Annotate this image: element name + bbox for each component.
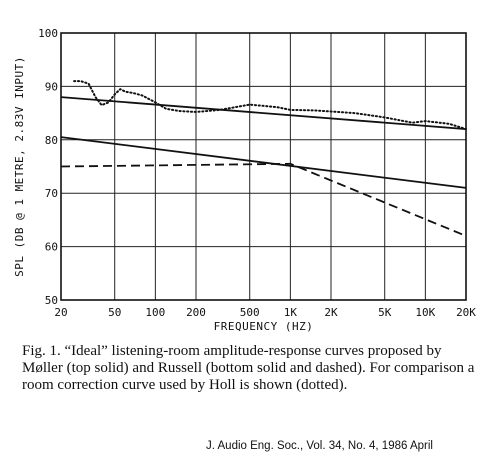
figure-caption: Fig. 1. “Ideal” listening-room amplitude… (22, 343, 475, 393)
x-tick-label: 200 (186, 306, 206, 319)
source-citation: J. Audio Eng. Soc., Vol. 34, No. 4, 1986… (206, 440, 433, 452)
dashed-curve-2 (60, 162, 467, 237)
x-tick-labels: 20 50 100 200 500 1K 2K 5K 10K 20K (54, 306, 476, 319)
y-tick-label: 70 (45, 187, 58, 200)
x-tick-label: 50 (108, 306, 121, 319)
y-tick-label: 60 (45, 241, 58, 254)
y-tick-label: 80 (45, 134, 58, 147)
x-tick-label: 10K (415, 306, 435, 319)
x-axis-label: FREQUENCY (HZ) (214, 320, 314, 333)
y-tick-label: 90 (45, 80, 58, 93)
x-tick-label: 100 (145, 306, 165, 319)
x-tick-label: 500 (240, 306, 260, 319)
x-tick-label: 20K (456, 306, 476, 319)
dotted-curve-3 (73, 80, 467, 131)
y-axis-label: SPL (DB @ 1 METRE, 2.83V INPUT) (13, 56, 26, 277)
solid-curve-1 (60, 136, 467, 189)
solid-curve-0 (60, 96, 467, 130)
series-group (60, 80, 467, 237)
x-tick-label: 1K (284, 306, 298, 319)
x-tick-label: 5K (378, 306, 392, 319)
y-tick-labels: 50 60 70 80 90 100 (38, 27, 58, 307)
frequency-response-chart: 20 50 100 200 500 1K 2K 5K 10K 20K 5060708090100 … (13, 27, 476, 333)
x-tick-label: 20 (54, 306, 67, 319)
y-tick-label: 50 (45, 294, 58, 307)
x-tick-label: 2K (324, 306, 338, 319)
y-tick-label: 100 (38, 27, 58, 40)
